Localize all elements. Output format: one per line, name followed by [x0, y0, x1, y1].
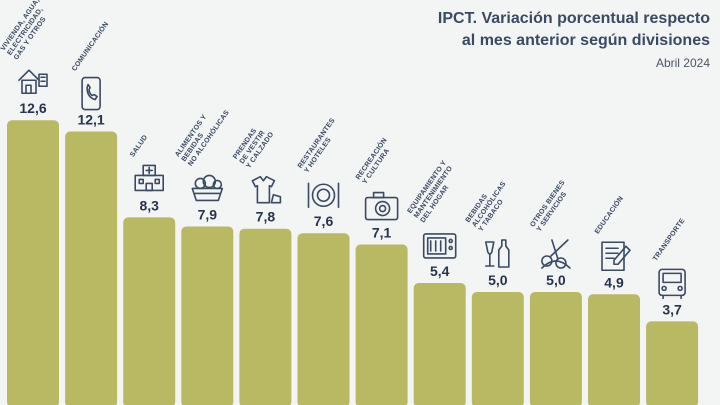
- bar-2: [65, 131, 118, 405]
- category-label-12: TRANSPORTE: [652, 217, 687, 262]
- value-label-10: 5,0: [546, 272, 566, 288]
- bar-6: [297, 233, 350, 405]
- value-label-11: 4,9: [604, 274, 624, 290]
- hospital-icon: [134, 164, 164, 192]
- value-label-5: 7,8: [256, 209, 276, 225]
- food-basket-icon: [191, 174, 224, 202]
- value-label-6: 7,6: [314, 213, 334, 229]
- value-label-12: 3,7: [662, 301, 682, 317]
- category-label-7: RECREACIÓNY CULTURA: [353, 136, 395, 186]
- category-label-6: RESTAURANTESY HOTELES: [297, 117, 343, 174]
- microwave-icon: [422, 233, 457, 259]
- value-label-3: 8,3: [139, 197, 159, 213]
- bus-icon: [658, 268, 686, 300]
- house-icon: [18, 69, 48, 95]
- chart-title-line-2: al mes anterior según divisiones: [461, 32, 710, 49]
- value-label-1: 12,6: [19, 100, 46, 116]
- scissors-icon: [541, 239, 571, 269]
- restaurant-icon: [307, 182, 340, 209]
- category-label-9: BEBIDASALCOHÓLICASY TABACO: [465, 176, 515, 233]
- value-label-4: 7,9: [198, 206, 218, 222]
- bar-5: [239, 228, 292, 405]
- bar-8: [413, 282, 466, 405]
- phone-icon: [81, 76, 101, 111]
- category-label-10: OTROS BIENESY SERVICIOS: [529, 179, 573, 233]
- bar-11: [588, 294, 640, 405]
- value-label-2: 12,1: [77, 112, 104, 128]
- title-block: IPCT. Variación porcentual respecto al m…: [438, 8, 710, 70]
- bar-10: [529, 292, 582, 405]
- value-label-9: 5,0: [488, 272, 508, 288]
- bar-12: [646, 321, 699, 405]
- category-label-1: VIVIENDA, AGUA,ELECTRICIDAD,GAS Y OTROS: [0, 0, 54, 61]
- category-label-4: ALIMENTOS YBEBIDASNO ALCOHÓLICAS: [174, 100, 231, 168]
- value-label-7: 7,1: [372, 225, 392, 241]
- camera-icon: [364, 191, 399, 221]
- chart-title-line-1: IPCT. Variación porcentual respecto: [437, 10, 710, 27]
- bar-7: [355, 244, 408, 405]
- category-label-3: SALUD: [129, 134, 149, 159]
- bar-9: [471, 292, 524, 405]
- category-label-2: COMUNICACIÓN: [69, 20, 110, 73]
- bottles-icon: [485, 239, 510, 268]
- bar-3: [123, 217, 176, 405]
- category-label-11: EDUCACIÓN: [592, 194, 625, 235]
- value-label-8: 5,4: [430, 263, 450, 279]
- category-label-5: PRENDASDE VESTIRY CALZADO: [232, 122, 275, 170]
- education-icon: [601, 241, 631, 272]
- chart-subtitle: Abril 2024: [655, 56, 710, 70]
- category-label-8: EQUIPAMIENTO YMANTENIMIENTODEL HOGAR: [406, 159, 461, 224]
- clothing-icon: [251, 175, 282, 204]
- bar-4: [181, 226, 234, 405]
- bar-1: [7, 120, 59, 405]
